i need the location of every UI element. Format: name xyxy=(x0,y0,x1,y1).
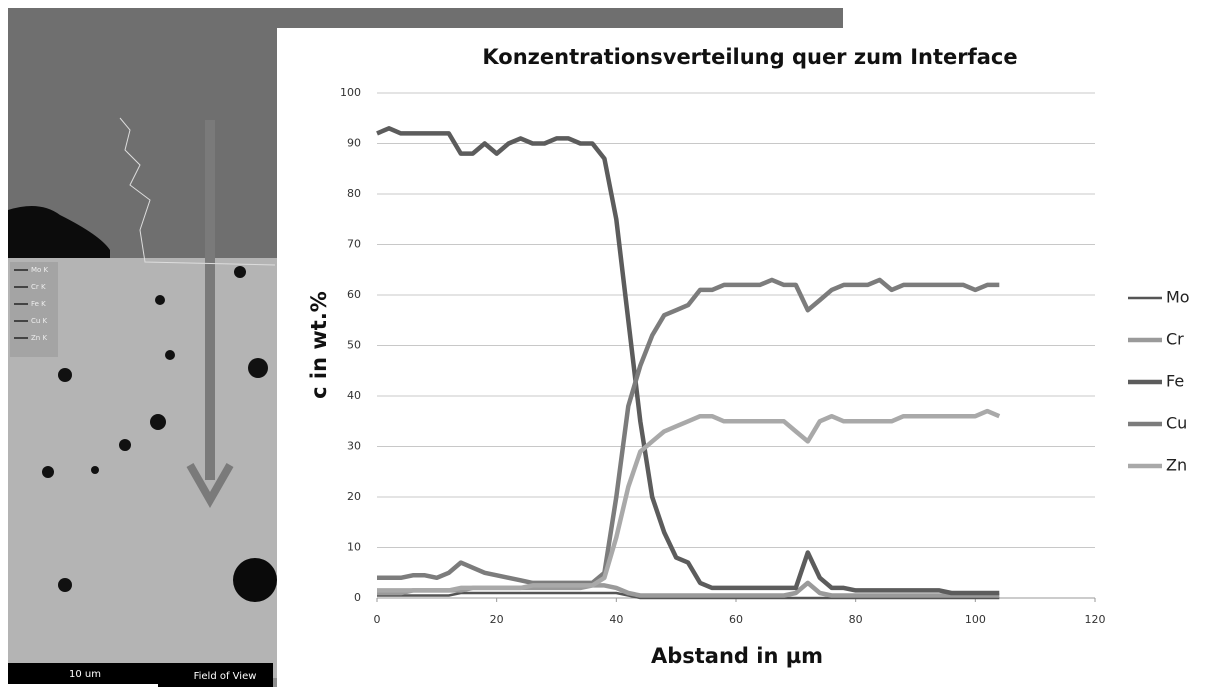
y-tick-label: 60 xyxy=(347,288,361,301)
x-tick-label: 0 xyxy=(374,613,381,626)
series-line xyxy=(377,408,1001,593)
legend-label: Mo xyxy=(1166,288,1190,307)
series-line xyxy=(376,126,1000,596)
x-tick-label: 120 xyxy=(1085,613,1106,626)
series-line xyxy=(377,277,1000,586)
sem-legend-label: Zn K xyxy=(31,334,47,342)
sem-legend: Mo K Cr K Fe K Cu K Zn K xyxy=(14,266,49,342)
y-axis-label: c in wt.% xyxy=(307,291,331,399)
x-tick-label: 100 xyxy=(965,613,986,626)
x-tick-label: 20 xyxy=(490,613,504,626)
y-tick-label: 30 xyxy=(347,440,361,453)
x-tick-label: 40 xyxy=(609,613,623,626)
x-axis-label: Abstand in µm xyxy=(651,644,823,668)
x-tick-label: 60 xyxy=(729,613,743,626)
sem-legend-label: Cu K xyxy=(31,317,48,325)
sem-legend-label: Cr K xyxy=(31,283,46,291)
x-tick-label: 80 xyxy=(849,613,863,626)
legend-label: Cu xyxy=(1166,414,1187,433)
chart-title: Konzentrationsverteilung quer zum Interf… xyxy=(482,45,1017,69)
scale-bar-label: 10 um xyxy=(69,669,101,680)
legend-label: Fe xyxy=(1166,372,1184,391)
legend-label: Cr xyxy=(1166,330,1184,349)
sem-legend-label: Mo K xyxy=(31,266,49,274)
y-tick-label: 70 xyxy=(347,238,361,251)
series-line xyxy=(377,591,1000,600)
field-of-view-label: Field of View xyxy=(194,671,257,682)
y-tick-label: 50 xyxy=(347,339,361,352)
y-tick-label: 20 xyxy=(347,490,361,503)
legend-label: Zn xyxy=(1166,456,1187,475)
y-tick-label: 100 xyxy=(340,86,361,99)
y-tick-label: 90 xyxy=(347,137,361,150)
y-tick-label: 10 xyxy=(347,541,361,554)
sem-legend-label: Fe K xyxy=(31,300,46,308)
y-tick-label: 0 xyxy=(354,591,361,604)
y-tick-label: 80 xyxy=(347,187,361,200)
y-tick-label: 40 xyxy=(347,389,361,402)
